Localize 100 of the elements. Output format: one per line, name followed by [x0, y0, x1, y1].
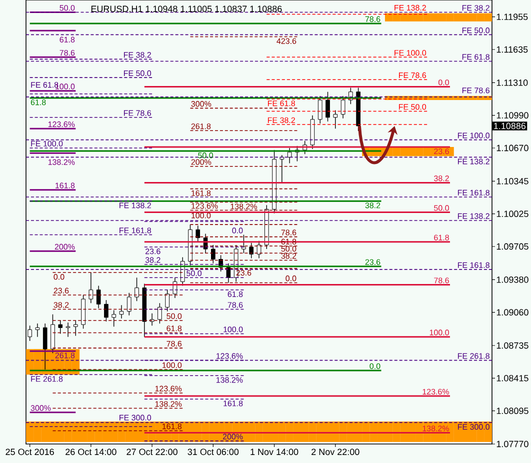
series-label: 61.8 — [60, 36, 75, 42]
series-label: 50.0 — [281, 246, 296, 252]
series-label: 200% — [191, 159, 212, 165]
y-tick-label: 1.10990 — [496, 112, 528, 119]
y-tick-label: 1.08735 — [496, 342, 528, 349]
ref-line-label: FE 38.2 — [462, 5, 490, 11]
series-label: 100.0 — [224, 326, 243, 332]
y-tick-label: 1.10345 — [496, 178, 528, 184]
series-label: 300% — [30, 405, 51, 411]
series-label: 78.6 — [166, 340, 182, 347]
series-label: 138.2% — [216, 377, 243, 383]
series-label: 23.6 — [146, 248, 160, 254]
series-label: 78.6 — [60, 50, 75, 56]
y-tick-label: 1.09705 — [496, 243, 528, 250]
y-tick-label: 1.11635 — [496, 46, 528, 53]
y-tick-label: 1.07770 — [496, 440, 528, 448]
series-label: FE 50.0 — [399, 104, 426, 110]
series-label: 200% — [54, 244, 75, 250]
series-label: FE 138.2 — [394, 4, 426, 11]
ref-line-label: FE 161.8 — [458, 190, 490, 196]
series-label: 50.0 — [166, 313, 182, 319]
x-tick-label: 26 Oct 14:00 — [66, 448, 116, 456]
ref-line-label: FE 138.2 — [458, 158, 490, 164]
series-label: 0.0 — [54, 274, 64, 280]
y-tick-label: 1.11310 — [496, 79, 528, 86]
series-label: FE 78.6 — [124, 110, 151, 116]
ref-line-label: FE 78.6 — [462, 88, 490, 94]
y-tick-label: 1.09060 — [496, 309, 528, 316]
series-label: 123.6% — [155, 386, 182, 392]
series-label: 261.8 — [191, 123, 211, 130]
series-label: FE 78.6 — [399, 72, 426, 78]
series-label: 61.8 — [281, 238, 296, 244]
series-label: 161.8 — [192, 190, 211, 196]
series-label: 161.8 — [224, 400, 243, 406]
series-label: 100.0 — [192, 212, 211, 218]
ref-line-label: FE 100.0 — [458, 132, 490, 138]
series-label: 78.6 — [434, 278, 449, 284]
series-label: 23.6 — [365, 259, 380, 265]
ref-line-label: FE 161.8 — [458, 262, 490, 268]
series-label: 50.0 — [60, 5, 75, 11]
series-label: FE 261.8 — [31, 376, 63, 382]
series-label: FE 38.2 — [268, 117, 295, 124]
x-tick-label: 1 Nov 14:00 — [250, 448, 298, 456]
series-label: FE 138.2 — [120, 202, 151, 208]
y-tick-label: 1.08415 — [496, 374, 528, 382]
series-label: 38.2 — [54, 302, 69, 308]
series-label: 78.6 — [228, 302, 243, 308]
ref-line-label: FE 61.8 — [462, 54, 490, 60]
y-tick-label: 1.11955 — [496, 14, 528, 20]
series-label: 300% — [191, 101, 212, 107]
series-label: FE 61.8 — [268, 100, 296, 106]
y-tick-label: 1.09380 — [496, 276, 528, 283]
series-label: 138.2% — [48, 159, 75, 165]
y-tick-label: 1.08095 — [496, 408, 528, 414]
series-label: FE 100.0 — [394, 50, 426, 56]
series-label: 100.0 — [162, 362, 182, 368]
series-label: 138.2% — [155, 401, 182, 407]
series-label: 161.8 — [56, 182, 75, 188]
series-label: 423.6 — [276, 38, 296, 44]
series-label: 23.6 — [54, 288, 69, 294]
series-label: 50.0 — [198, 152, 213, 158]
series-label: 61.8 — [30, 99, 46, 106]
series-label: FE 100.0 — [31, 140, 63, 146]
x-tick-label: 27 Oct 22:00 — [126, 448, 178, 456]
series-label: FE 300.0 — [120, 414, 152, 420]
series-label: 50.0 — [434, 205, 449, 211]
series-label: 78.6 — [281, 230, 296, 236]
series-label: 50.0 — [186, 270, 202, 276]
ref-line-label: FE 261.8 — [458, 353, 490, 359]
series-label: 123.6% — [422, 388, 449, 395]
series-label: 38.2 — [434, 176, 449, 182]
series-label: 38.2 — [365, 202, 380, 208]
y-tick-label: 1.10025 — [496, 210, 528, 218]
series-label: 138.2% — [230, 204, 257, 210]
ref-line-label: FE 138.2 — [458, 213, 490, 219]
series-label: 0.0 — [232, 228, 243, 234]
series-label: 38.2 — [145, 257, 160, 263]
series-label: FE 161.8 — [120, 228, 151, 234]
x-tick-label: 25 Oct 2016 — [6, 448, 54, 456]
series-label: 23.6 — [236, 270, 252, 276]
series-label: 123.6% — [48, 121, 75, 128]
series-label: 0.0 — [370, 363, 380, 370]
series-label: 61.8 — [434, 234, 449, 240]
series-label: 100.0 — [430, 330, 449, 336]
series-label: FE 50.0 — [124, 70, 152, 76]
series-label: 61.8 — [166, 326, 182, 332]
ref-line-label: FE 50.0 — [462, 28, 490, 34]
series-label: 0.0 — [286, 276, 296, 282]
series-label: 123.6% — [216, 353, 243, 359]
text: 1.10886 — [494, 122, 526, 130]
y-tick-label: 1.10670 — [496, 144, 528, 152]
x-tick-label: 2 Nov 22:00 — [312, 448, 360, 456]
series-label: 123.6% — [192, 203, 218, 209]
series-label: 38.2 — [281, 253, 296, 259]
series-label: FE 38.2 — [124, 52, 151, 58]
series-label: 0.0 — [438, 80, 449, 86]
series-label: 61.8 — [228, 291, 243, 298]
series-label: 78.6 — [365, 16, 380, 22]
x-tick-label: 31 Oct 06:00 — [188, 448, 239, 456]
text: EURUSD,H1 1.10948 1.11005 1.10837 1.10886 — [91, 6, 282, 14]
